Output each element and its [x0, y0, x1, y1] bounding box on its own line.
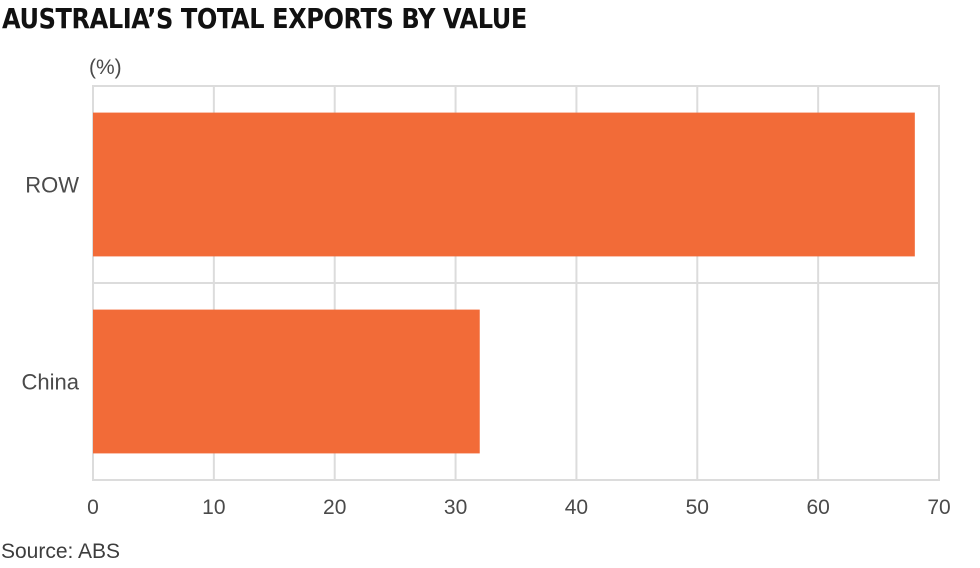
x-tick-label: 0	[87, 496, 99, 519]
x-tick-label: 70	[927, 496, 950, 519]
bar-china	[93, 309, 480, 454]
x-tick-label: 40	[565, 496, 588, 519]
chart-title: AUSTRALIA’S TOTAL EXPORTS BY VALUE	[2, 2, 527, 35]
source-note: Source: ABS	[1, 540, 121, 563]
bar-row	[93, 112, 915, 257]
category-label: ROW	[25, 173, 79, 198]
bar-layer	[93, 112, 915, 454]
x-tick-label: 60	[806, 496, 829, 519]
label-layer: 0 10 20 30 40 50 60 70 ROW China (%)	[22, 56, 951, 519]
category-label: China	[22, 370, 80, 395]
x-tick-label: 20	[323, 496, 346, 519]
x-axis-unit-label: (%)	[89, 56, 122, 79]
x-tick-label: 30	[444, 496, 467, 519]
x-tick-label: 10	[202, 496, 225, 519]
x-tick-label: 50	[686, 496, 709, 519]
